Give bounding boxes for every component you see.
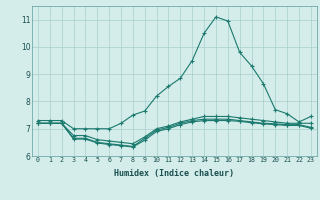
X-axis label: Humidex (Indice chaleur): Humidex (Indice chaleur) bbox=[115, 169, 234, 178]
